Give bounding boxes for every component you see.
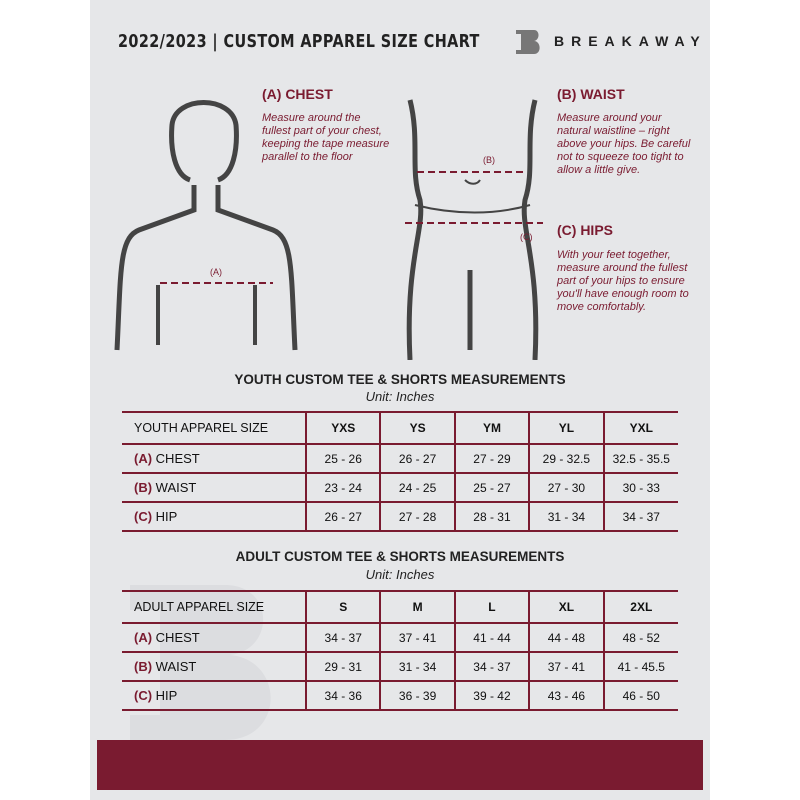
hips-marker: (C) (520, 232, 533, 242)
table-cell: 26 - 27 (304, 502, 381, 532)
row-letter: (C) (134, 688, 153, 703)
table-row: (C) HIP 26 - 27 27 - 28 28 - 31 31 - 34 34 - … (122, 502, 678, 532)
table-cell: 31 - 34 (528, 502, 604, 532)
row-label: (B) WAIST (122, 473, 306, 503)
table-cell: 29 - 31 (304, 652, 381, 682)
adult-section-title: ADULT CUSTOM TEE & SHORTS MEASUREMENTS (235, 549, 565, 564)
waist-heading: (B) WAIST (557, 86, 625, 102)
table-cell: 48 - 52 (602, 623, 678, 653)
page-title: 2022/2023 | CUSTOM APPAREL SIZE CHART (118, 31, 480, 52)
adult-size-table: ADULT APPAREL SIZE S M L XL 2XL (A) CHEST 34 - … (122, 590, 678, 711)
table-cell: 31 - 34 (379, 652, 455, 682)
youth-section-title: YOUTH CUSTOM TEE & SHORTS MEASUREMENTS (234, 372, 566, 387)
table-cell: 34 - 37 (602, 502, 678, 532)
waist-description: Measure around your natural waistline – … (557, 112, 691, 176)
chest-heading: (A) CHEST (262, 86, 333, 102)
table-cell: 26 - 27 (379, 444, 455, 474)
row-letter: (A) (134, 630, 153, 645)
table-header-row: YOUTH APPAREL SIZE YXS YS YM YL YXL (122, 411, 678, 445)
header-cell: YXS (304, 411, 381, 445)
brand-name: BREAKAWAY (554, 33, 707, 49)
table-cell: 27 - 28 (379, 502, 455, 532)
table-cell: 28 - 31 (453, 502, 530, 532)
table-cell: 29 - 32.5 (528, 444, 604, 474)
table-cell: 39 - 42 (453, 681, 530, 711)
row-letter: (B) (134, 480, 153, 495)
row-letter: (B) (134, 659, 153, 674)
row-name: CHEST (155, 630, 200, 645)
row-name: HIP (155, 509, 178, 524)
table-row: (B) WAIST 23 - 24 24 - 25 25 - 27 27 - 30 30 … (122, 473, 678, 503)
chest-figure-illustration (114, 100, 298, 351)
header-cell: L (453, 590, 530, 624)
row-name: WAIST (155, 480, 197, 495)
header-cell: YS (379, 411, 455, 445)
table-cell: 46 - 50 (602, 681, 678, 711)
header-cell: S (304, 590, 381, 624)
chest-marker: (A) (210, 267, 222, 277)
adult-unit: Unit: Inches (365, 567, 435, 582)
table-row: (A) CHEST 34 - 37 37 - 41 41 - 44 44 - 48 48 … (122, 623, 678, 653)
table-cell: 34 - 36 (304, 681, 381, 711)
table-row: (B) WAIST 29 - 31 31 - 34 34 - 37 37 - 41 41 … (122, 652, 678, 682)
table-cell: 37 - 41 (379, 623, 455, 653)
table-cell: 36 - 39 (379, 681, 455, 711)
brand-logo-icon (516, 30, 540, 54)
table-cell: 27 - 29 (453, 444, 530, 474)
table-cell: 41 - 44 (453, 623, 530, 653)
table-row: (A) CHEST 25 - 26 26 - 27 27 - 29 29 - 32.5 3… (122, 444, 678, 474)
waist-hips-figure-illustration (405, 99, 543, 360)
header-cell: XL (528, 590, 604, 624)
header-cell: M (379, 590, 455, 624)
hips-heading: (C) HIPS (557, 222, 613, 238)
hips-description: With your feet together, measure around … (557, 249, 689, 313)
row-label: (C) HIP (122, 681, 306, 711)
table-cell: 34 - 37 (453, 652, 530, 682)
table-cell: 23 - 24 (304, 473, 381, 503)
row-name: HIP (155, 688, 178, 703)
table-header-row: ADULT APPAREL SIZE S M L XL 2XL (122, 590, 678, 624)
header-cell: YOUTH APPAREL SIZE (122, 411, 306, 445)
youth-size-table: YOUTH APPAREL SIZE YXS YS YM YL YXL (A) CHEST 2… (122, 411, 678, 532)
row-label: (C) HIP (122, 502, 306, 532)
table-cell: 44 - 48 (528, 623, 604, 653)
table-cell: 27 - 30 (528, 473, 604, 503)
row-label: (A) CHEST (122, 623, 306, 653)
table-cell: 25 - 27 (453, 473, 530, 503)
table-cell: 43 - 46 (528, 681, 604, 711)
row-name: WAIST (155, 659, 197, 674)
header-cell: YXL (602, 411, 678, 445)
table-cell: 30 - 33 (602, 473, 678, 503)
header-cell: ADULT APPAREL SIZE (122, 590, 306, 624)
table-cell: 25 - 26 (304, 444, 381, 474)
table-cell: 24 - 25 (379, 473, 455, 503)
youth-unit: Unit: Inches (365, 389, 435, 404)
table-cell: 34 - 37 (304, 623, 381, 653)
table-cell: 37 - 41 (528, 652, 604, 682)
table-cell: 41 - 45.5 (602, 652, 678, 682)
header-cell: YM (453, 411, 530, 445)
row-label: (A) CHEST (122, 444, 306, 474)
footer-band (97, 740, 703, 790)
waist-marker: (B) (483, 155, 495, 165)
table-cell: 32.5 - 35.5 (602, 444, 678, 474)
row-label: (B) WAIST (122, 652, 306, 682)
header-cell: YL (528, 411, 604, 445)
row-letter: (A) (134, 451, 153, 466)
row-letter: (C) (134, 509, 153, 524)
header-cell: 2XL (602, 590, 678, 624)
row-name: CHEST (155, 451, 200, 466)
table-row: (C) HIP 34 - 36 36 - 39 39 - 42 43 - 46 46 - … (122, 681, 678, 711)
chest-description: Measure around the fullest part of your … (262, 112, 390, 163)
